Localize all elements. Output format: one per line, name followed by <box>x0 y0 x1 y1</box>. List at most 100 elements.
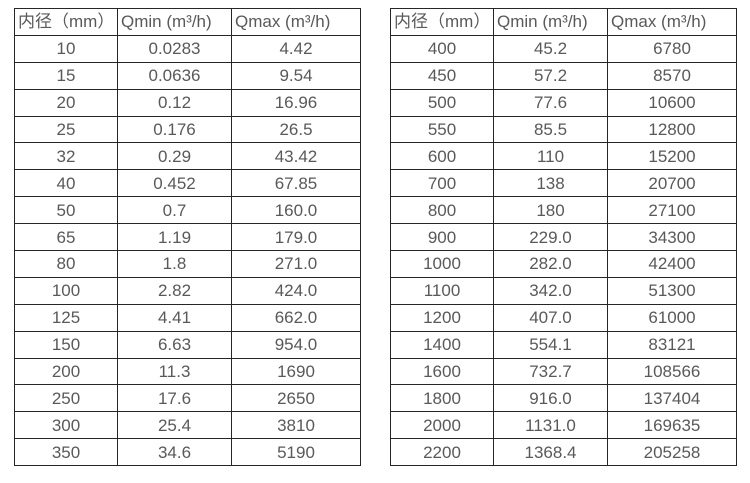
table-cell: 40 <box>14 169 118 198</box>
table-row: 80 1.8 271.0 <box>14 250 361 278</box>
table-cell: 45.2 <box>493 34 608 63</box>
table-row: 150 6.63 954.0 <box>14 330 361 359</box>
table-row: 1100 342.0 51300 <box>390 276 737 305</box>
table-cell: 229.0 <box>493 223 608 252</box>
table-cell: 342.0 <box>493 276 608 305</box>
table-cell: 43.42 <box>231 142 361 171</box>
table-cell: 916.0 <box>493 384 608 413</box>
table-cell: 1131.0 <box>493 411 608 440</box>
table-cell: 11.3 <box>117 357 232 386</box>
table-row: 250 17.6 2650 <box>14 384 361 413</box>
table-cell: 2650 <box>231 384 361 413</box>
table-cell: 9.54 <box>231 61 361 90</box>
table-row: 1400 554.1 83121 <box>390 330 737 359</box>
table-cell: 350 <box>14 438 118 467</box>
table-cell: 125 <box>14 303 118 332</box>
table-row: 400 45.2 6780 <box>390 34 737 63</box>
table-cell: 20700 <box>607 169 737 198</box>
table-cell: 83121 <box>607 330 737 359</box>
table-cell: 150 <box>14 330 118 359</box>
table-cell: 1.8 <box>117 250 232 278</box>
table-cell: 2200 <box>390 438 494 467</box>
header-cell: Qmin (m³/h) <box>493 8 608 36</box>
table-cell: 100 <box>14 276 118 305</box>
table-cell: 160.0 <box>231 196 361 225</box>
table-cell: 250 <box>14 384 118 413</box>
table-cell: 15200 <box>607 142 737 171</box>
header-cell: 内径（mm） <box>14 8 118 36</box>
table-cell: 108566 <box>607 357 737 386</box>
table-row: 450 57.2 8570 <box>390 61 737 90</box>
flow-spec-page: 内径（mm） Qmin (m³/h) Qmax (m³/h) 10 0.0283 4.42… <box>14 8 737 467</box>
table-row: 1600 732.7 108566 <box>390 357 737 386</box>
table-row: 2000 1131.0 169635 <box>390 411 737 440</box>
table-cell: 732.7 <box>493 357 608 386</box>
table-cell: 85.5 <box>493 115 608 144</box>
table-cell: 180 <box>493 196 608 225</box>
table-cell: 1400 <box>390 330 494 359</box>
table-row: 1200 407.0 61000 <box>390 303 737 332</box>
table-cell: 1690 <box>231 357 361 386</box>
table-cell: 900 <box>390 223 494 252</box>
table-cell: 25 <box>14 115 118 144</box>
table-cell: 200 <box>14 357 118 386</box>
table-cell: 300 <box>14 411 118 440</box>
table-cell: 1.19 <box>117 223 232 252</box>
table-cell: 1100 <box>390 276 494 305</box>
table-cell: 1800 <box>390 384 494 413</box>
table-row: 1800 916.0 137404 <box>390 384 737 413</box>
table-row: 350 34.6 5190 <box>14 438 361 467</box>
table-cell: 0.7 <box>117 196 232 225</box>
table-cell: 1000 <box>390 250 494 278</box>
table-cell: 2.82 <box>117 276 232 305</box>
table-cell: 10600 <box>607 88 737 117</box>
table-cell: 12800 <box>607 115 737 144</box>
table-cell: 5190 <box>231 438 361 467</box>
table-row: 100 2.82 424.0 <box>14 276 361 305</box>
table-row: 550 85.5 12800 <box>390 115 737 144</box>
table-cell: 67.85 <box>231 169 361 198</box>
table-cell: 271.0 <box>231 250 361 278</box>
header-cell: Qmax (m³/h) <box>607 8 737 36</box>
table-row: 300 25.4 3810 <box>14 411 361 440</box>
table-cell: 2000 <box>390 411 494 440</box>
table-cell: 450 <box>390 61 494 90</box>
table-row: 500 77.6 10600 <box>390 88 737 117</box>
table-cell: 500 <box>390 88 494 117</box>
table-cell: 0.0636 <box>117 61 232 90</box>
table-row: 800 180 27100 <box>390 196 737 225</box>
header-row: 内径（mm） Qmin (m³/h) Qmax (m³/h) <box>390 8 737 36</box>
table-cell: 50 <box>14 196 118 225</box>
table-row: 40 0.452 67.85 <box>14 169 361 198</box>
header-cell: 内径（mm） <box>390 8 494 36</box>
table-cell: 0.29 <box>117 142 232 171</box>
table-cell: 179.0 <box>231 223 361 252</box>
header-cell: Qmax (m³/h) <box>231 8 361 36</box>
table-cell: 0.0283 <box>117 34 232 63</box>
flow-spec-table-small-diameters: 内径（mm） Qmin (m³/h) Qmax (m³/h) 10 0.0283 4.42… <box>14 8 361 467</box>
table-cell: 205258 <box>607 438 737 467</box>
table-cell: 61000 <box>607 303 737 332</box>
table-row: 125 4.41 662.0 <box>14 303 361 332</box>
table-row: 65 1.19 179.0 <box>14 223 361 252</box>
table-cell: 57.2 <box>493 61 608 90</box>
table-cell: 17.6 <box>117 384 232 413</box>
table-cell: 8570 <box>607 61 737 90</box>
table-cell: 700 <box>390 169 494 198</box>
table-cell: 32 <box>14 142 118 171</box>
table-cell: 110 <box>493 142 608 171</box>
table-cell: 42400 <box>607 250 737 278</box>
table-cell: 400 <box>390 34 494 63</box>
table-cell: 77.6 <box>493 88 608 117</box>
table-cell: 25.4 <box>117 411 232 440</box>
table-cell: 800 <box>390 196 494 225</box>
table-cell: 282.0 <box>493 250 608 278</box>
table-cell: 407.0 <box>493 303 608 332</box>
table-cell: 0.12 <box>117 88 232 117</box>
table-cell: 26.5 <box>231 115 361 144</box>
table-row: 600 110 15200 <box>390 142 737 171</box>
flow-spec-table-large-diameters: 内径（mm） Qmin (m³/h) Qmax (m³/h) 400 45.2 6780 4… <box>390 8 737 467</box>
table-cell: 80 <box>14 250 118 278</box>
table-row: 900 229.0 34300 <box>390 223 737 252</box>
table-cell: 3810 <box>231 411 361 440</box>
